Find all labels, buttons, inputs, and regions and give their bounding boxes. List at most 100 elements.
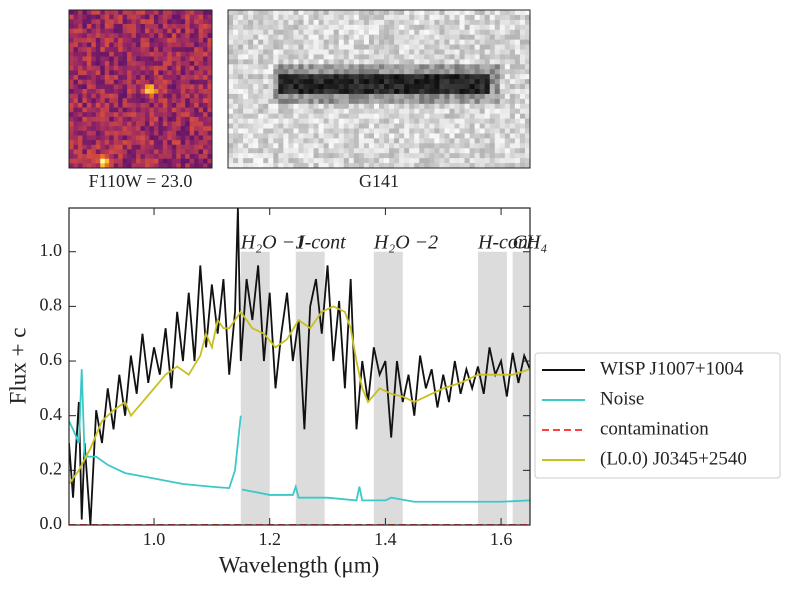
pixel — [323, 74, 330, 80]
pixel — [353, 34, 360, 41]
pixel — [167, 70, 173, 76]
pixel — [104, 23, 110, 29]
pixel — [494, 163, 501, 169]
image-panel — [228, 10, 531, 169]
pixel — [429, 148, 435, 154]
pixel — [348, 153, 355, 159]
pixel — [379, 93, 385, 100]
pixel — [69, 154, 74, 160]
pixel — [358, 49, 365, 55]
pixel — [149, 116, 155, 122]
y-tick-label: 0.0 — [40, 513, 63, 533]
pixel — [248, 54, 254, 60]
pixel — [95, 107, 101, 113]
pixel — [127, 37, 132, 43]
pixel — [100, 98, 106, 104]
pixel — [368, 153, 375, 159]
pixel — [248, 74, 254, 80]
pixel — [318, 143, 325, 149]
pixel — [158, 149, 164, 155]
pixel — [253, 153, 259, 159]
pixel — [95, 116, 101, 122]
pixel — [122, 42, 128, 48]
pixel — [86, 149, 92, 155]
pixel — [263, 103, 269, 110]
pixel — [283, 79, 289, 85]
pixel — [298, 108, 304, 115]
pixel — [429, 113, 435, 120]
pixel — [288, 108, 294, 115]
pixel — [449, 93, 455, 100]
pixel — [167, 126, 173, 132]
pixel — [73, 163, 79, 169]
pixel — [118, 112, 124, 118]
pixel — [149, 61, 155, 67]
pixel — [414, 44, 420, 50]
pixel — [439, 24, 445, 31]
pixel — [82, 154, 88, 160]
pixel — [333, 93, 340, 100]
pixel — [358, 158, 365, 164]
pixel — [228, 49, 234, 55]
pixel — [479, 89, 486, 95]
pixel — [207, 121, 213, 127]
pixel — [333, 44, 340, 50]
pixel — [69, 70, 74, 76]
pixel — [474, 10, 481, 16]
pixel — [469, 153, 476, 159]
pixel — [198, 107, 204, 113]
pixel — [258, 118, 264, 124]
pixel — [519, 84, 526, 90]
pixel — [131, 65, 137, 71]
pixel — [489, 163, 496, 169]
pixel — [414, 34, 420, 41]
pixel — [373, 14, 380, 21]
pixel — [283, 158, 289, 164]
pixel — [136, 79, 141, 85]
pixel — [399, 103, 405, 110]
pixel — [409, 59, 415, 65]
pixel — [185, 126, 191, 132]
pixel — [109, 102, 115, 108]
pixel — [323, 29, 330, 36]
pixel — [479, 24, 486, 31]
pixel — [131, 144, 137, 150]
pixel — [253, 44, 259, 50]
pixel — [469, 39, 476, 45]
pixel — [95, 149, 101, 155]
pixel — [499, 128, 506, 134]
pixel — [238, 84, 244, 90]
pixel — [469, 98, 476, 105]
pixel — [519, 138, 526, 144]
pixel — [293, 54, 299, 60]
pixel — [109, 116, 115, 122]
pixel — [167, 75, 173, 81]
pixel — [504, 84, 511, 90]
pixel — [153, 65, 159, 71]
pixel — [77, 130, 83, 136]
pixel — [464, 89, 470, 95]
pixel — [69, 158, 74, 164]
pixel — [194, 56, 199, 62]
pixel — [176, 14, 182, 20]
pixel — [180, 23, 186, 29]
pixel — [185, 65, 191, 71]
pixel — [394, 84, 400, 90]
pixel — [313, 118, 319, 124]
pixel — [180, 154, 186, 160]
pixel — [207, 70, 213, 76]
pixel — [176, 93, 182, 99]
pixel — [499, 153, 506, 159]
pixel — [278, 108, 284, 115]
pixel — [95, 19, 101, 25]
pixel — [358, 143, 365, 149]
pixel — [424, 103, 430, 110]
pixel — [136, 135, 141, 141]
pixel — [464, 93, 470, 100]
pixel — [118, 135, 124, 141]
pixel — [258, 10, 264, 16]
pixel — [91, 89, 97, 95]
pixel — [153, 149, 159, 155]
pixel — [258, 24, 264, 31]
pixel — [399, 89, 405, 95]
